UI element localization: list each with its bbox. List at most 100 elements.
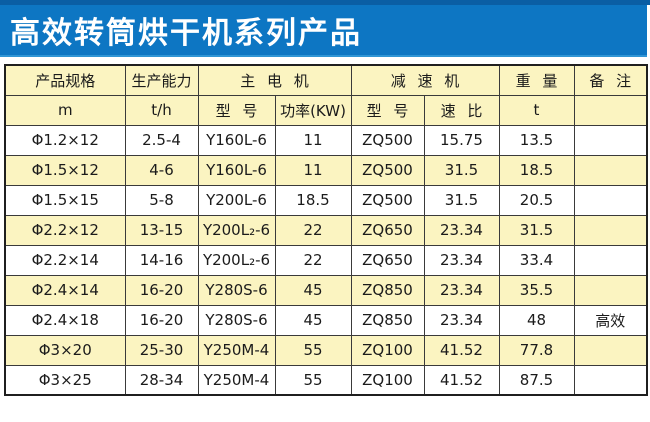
remarks-cell (573, 184, 648, 216)
weight-cell: 48 (498, 304, 575, 336)
spec-cell: Φ1.5×12 (4, 154, 126, 186)
header-row-2: m t/h 型 号 功率(KW) 型 号 速 比 t (4, 94, 648, 126)
banner-top-strip (0, 0, 650, 5)
motor-model-cell: Y200L₂-6 (197, 214, 276, 246)
spec-cell: Φ2.4×14 (4, 274, 126, 306)
reducer-model-cell: ZQ500 (350, 184, 425, 216)
weight-cell: 77.8 (498, 334, 575, 366)
table-row: Φ1.2×12 2.5-4 Y160L-6 11 ZQ500 15.75 13.5 (4, 124, 648, 156)
spec-cell: Φ3×25 (4, 364, 126, 396)
weight-cell: 13.5 (498, 124, 575, 156)
motor-power-cell: 22 (274, 214, 352, 246)
col-subheader-motor-power: 功率(KW) (274, 94, 352, 126)
motor-power-cell: 11 (274, 124, 352, 156)
speed-ratio-cell: 31.5 (423, 154, 500, 186)
motor-power-cell: 11 (274, 154, 352, 186)
table-row: Φ2.2×12 13-15 Y200L₂-6 22 ZQ650 23.34 31.5 (4, 214, 648, 246)
page-title-banner: 高效转筒烘干机系列产品 (0, 5, 647, 57)
remarks-cell (573, 274, 648, 306)
capacity-cell: 4-6 (124, 154, 199, 186)
col-subheader-spec-unit: m (4, 94, 126, 126)
weight-cell: 33.4 (498, 244, 575, 276)
capacity-cell: 13-15 (124, 214, 199, 246)
col-header-capacity: 生产能力 (124, 64, 199, 96)
speed-ratio-cell: 23.34 (423, 304, 500, 336)
motor-model-cell: Y200L₂-6 (197, 244, 276, 276)
weight-cell: 20.5 (498, 184, 575, 216)
spec-cell: Φ2.2×14 (4, 244, 126, 276)
col-subheader-speed-ratio: 速 比 (423, 94, 500, 126)
remarks-cell (573, 214, 648, 246)
spec-cell: Φ1.2×12 (4, 124, 126, 156)
speed-ratio-cell: 41.52 (423, 364, 500, 396)
remarks-cell: 高效 (573, 304, 648, 336)
reducer-model-cell: ZQ650 (350, 244, 425, 276)
remarks-cell (573, 334, 648, 366)
speed-ratio-cell: 31.5 (423, 184, 500, 216)
weight-cell: 87.5 (498, 364, 575, 396)
table-row: Φ3×25 28-34 Y250M-4 55 ZQ100 41.52 87.5 (4, 364, 648, 396)
motor-model-cell: Y250M-4 (197, 364, 276, 396)
spec-cell: Φ2.2×12 (4, 214, 126, 246)
motor-model-cell: Y160L-6 (197, 124, 276, 156)
capacity-cell: 5-8 (124, 184, 199, 216)
reducer-model-cell: ZQ850 (350, 274, 425, 306)
remarks-cell (573, 154, 648, 186)
motor-model-cell: Y280S-6 (197, 304, 276, 336)
speed-ratio-cell: 23.34 (423, 244, 500, 276)
motor-power-cell: 22 (274, 244, 352, 276)
table-row: Φ2.2×14 14-16 Y200L₂-6 22 ZQ650 23.34 33.4 (4, 244, 648, 276)
reducer-model-cell: ZQ100 (350, 364, 425, 396)
motor-power-cell: 45 (274, 274, 352, 306)
speed-ratio-cell: 23.34 (423, 214, 500, 246)
col-subheader-weight-unit: t (498, 94, 575, 126)
product-spec-table: 产品规格 生产能力 主 电 机 减 速 机 重 量 备 注 m t/h 型 号 … (4, 64, 648, 396)
table-row: Φ3×20 25-30 Y250M-4 55 ZQ100 41.52 77.8 (4, 334, 648, 366)
col-subheader-reducer-model: 型 号 (350, 94, 425, 126)
table-row: Φ2.4×18 16-20 Y280S-6 45 ZQ850 23.34 48 高效 (4, 304, 648, 336)
motor-power-cell: 55 (274, 364, 352, 396)
reducer-model-cell: ZQ500 (350, 154, 425, 186)
remarks-cell (573, 244, 648, 276)
motor-model-cell: Y200L-6 (197, 184, 276, 216)
capacity-cell: 16-20 (124, 304, 199, 336)
table-body: Φ1.2×12 2.5-4 Y160L-6 11 ZQ500 15.75 13.5 Φ1.5×… (4, 124, 648, 396)
capacity-cell: 25-30 (124, 334, 199, 366)
table-row: Φ1.5×12 4-6 Y160L-6 11 ZQ500 31.5 18.5 (4, 154, 648, 186)
col-header-product-spec: 产品规格 (4, 64, 126, 96)
reducer-model-cell: ZQ850 (350, 304, 425, 336)
speed-ratio-cell: 23.34 (423, 274, 500, 306)
col-header-main-motor: 主 电 机 (197, 64, 352, 96)
remarks-cell (573, 364, 648, 396)
reducer-model-cell: ZQ500 (350, 124, 425, 156)
col-header-reducer: 减 速 机 (350, 64, 500, 96)
speed-ratio-cell: 15.75 (423, 124, 500, 156)
capacity-cell: 14-16 (124, 244, 199, 276)
capacity-cell: 2.5-4 (124, 124, 199, 156)
col-header-remarks: 备 注 (573, 64, 648, 96)
motor-model-cell: Y280S-6 (197, 274, 276, 306)
motor-model-cell: Y250M-4 (197, 334, 276, 366)
weight-cell: 31.5 (498, 214, 575, 246)
col-subheader-remarks-blank (573, 94, 648, 126)
motor-model-cell: Y160L-6 (197, 154, 276, 186)
spec-cell: Φ1.5×15 (4, 184, 126, 216)
table-header: 产品规格 生产能力 主 电 机 减 速 机 重 量 备 注 m t/h 型 号 … (4, 64, 648, 126)
spec-cell: Φ3×20 (4, 334, 126, 366)
col-subheader-capacity-unit: t/h (124, 94, 199, 126)
motor-power-cell: 18.5 (274, 184, 352, 216)
page-title: 高效转筒烘干机系列产品 (10, 16, 362, 51)
speed-ratio-cell: 41.52 (423, 334, 500, 366)
motor-power-cell: 45 (274, 304, 352, 336)
reducer-model-cell: ZQ650 (350, 214, 425, 246)
header-row-1: 产品规格 生产能力 主 电 机 减 速 机 重 量 备 注 (4, 64, 648, 96)
weight-cell: 35.5 (498, 274, 575, 306)
remarks-cell (573, 124, 648, 156)
col-subheader-motor-model: 型 号 (197, 94, 276, 126)
reducer-model-cell: ZQ100 (350, 334, 425, 366)
spec-cell: Φ2.4×18 (4, 304, 126, 336)
capacity-cell: 16-20 (124, 274, 199, 306)
capacity-cell: 28-34 (124, 364, 199, 396)
table-row: Φ1.5×15 5-8 Y200L-6 18.5 ZQ500 31.5 20.5 (4, 184, 648, 216)
